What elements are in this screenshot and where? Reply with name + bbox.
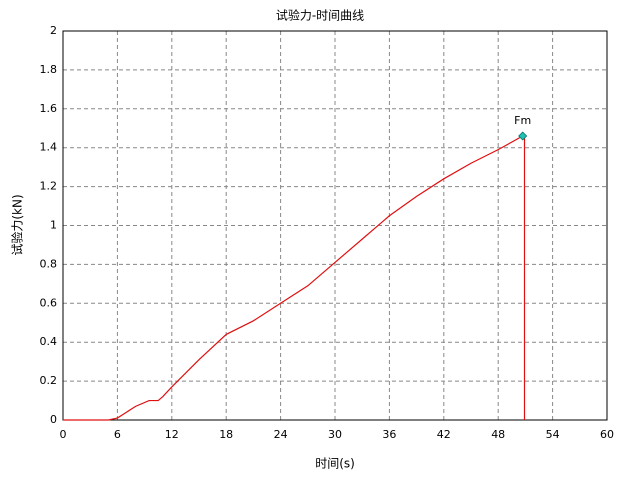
x-tick-label: 30 [328, 428, 342, 441]
x-tick-label: 42 [437, 428, 451, 441]
y-tick-label: 0.8 [40, 257, 58, 270]
y-tick-label: 1.8 [40, 63, 58, 76]
x-tick-label: 0 [60, 428, 67, 441]
y-tick-label: 0.2 [40, 374, 58, 387]
x-tick-label: 12 [165, 428, 179, 441]
y-tick-label: 2 [50, 24, 57, 37]
y-tick-label: 1.2 [40, 180, 58, 193]
plot-frame [62, 30, 608, 421]
annotation-label: Fm [514, 114, 531, 127]
x-tick-label: 48 [491, 428, 505, 441]
chart-title: 试验力-时间曲线 [276, 8, 364, 23]
peak-marker [518, 131, 528, 141]
y-tick-label: 1 [50, 219, 57, 232]
y-axis-label: 试验力(kN) [10, 194, 25, 255]
x-tick-label: 18 [219, 428, 233, 441]
y-tick-label: 1.4 [40, 141, 58, 154]
x-axis-label: 时间(s) [315, 457, 355, 471]
y-tick-label: 0.4 [40, 335, 58, 348]
y-tick-label: 1.6 [40, 102, 58, 115]
y-tick-label: 0 [50, 413, 57, 426]
x-tick-label: 60 [600, 428, 614, 441]
x-tick-label: 36 [382, 428, 396, 441]
x-tick-label: 6 [114, 428, 121, 441]
data-line [63, 135, 526, 421]
x-tick-label: 24 [274, 428, 288, 441]
y-tick-label: 0.6 [40, 296, 58, 309]
x-tick-label: 54 [546, 428, 560, 441]
